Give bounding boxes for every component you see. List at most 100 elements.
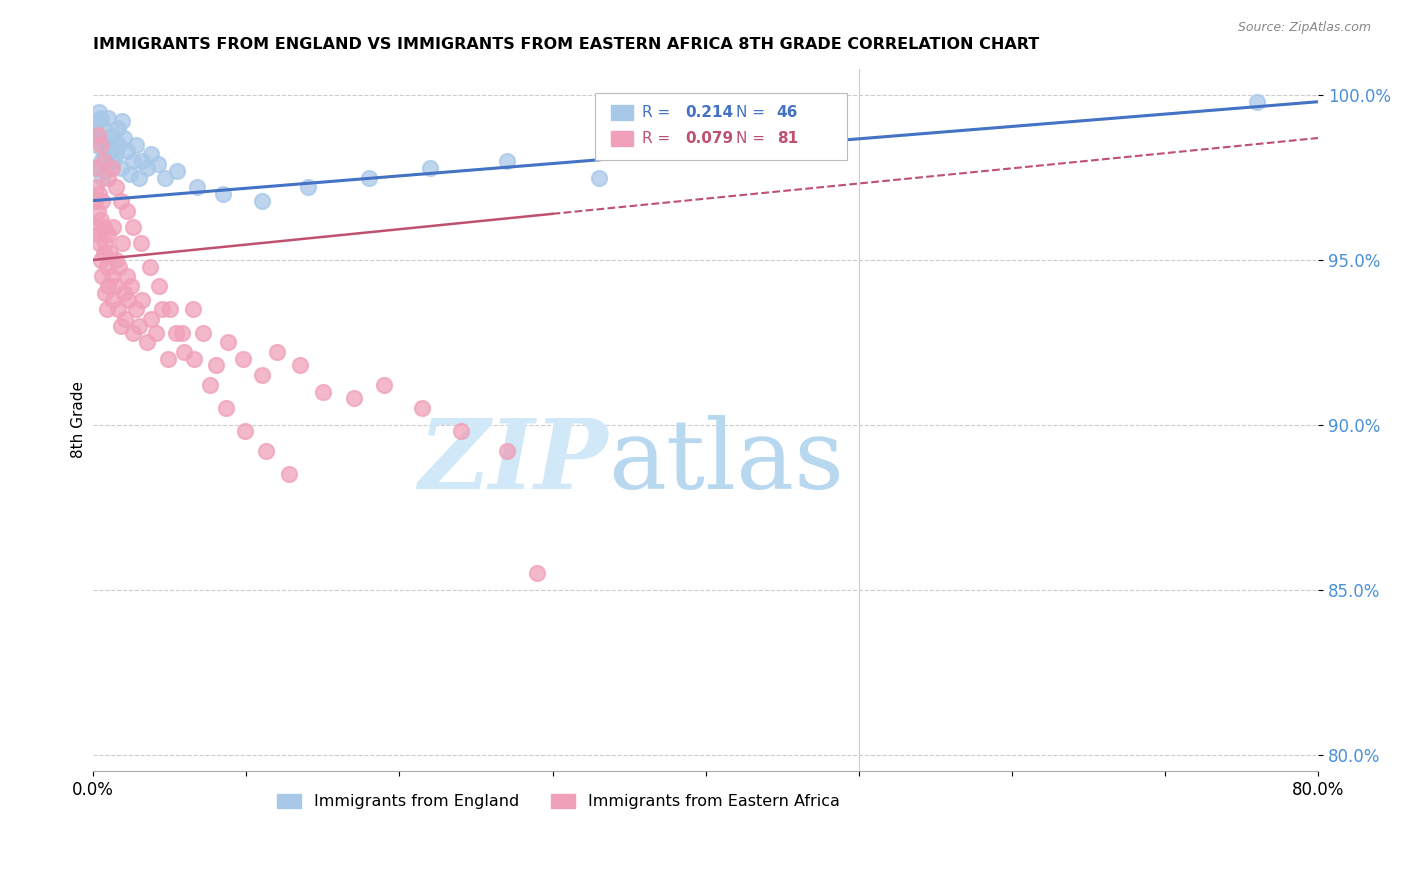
Point: [91, 194, 114, 208]
Point: [186, 180, 208, 194]
Point: [495, 154, 517, 169]
Text: N =: N =: [737, 131, 770, 145]
Point: [157, 351, 180, 366]
Point: [526, 566, 548, 581]
Point: [128, 318, 150, 333]
Point: [145, 326, 167, 340]
Text: R =: R =: [643, 104, 675, 120]
Legend: Immigrants from England, Immigrants from Eastern Africa: Immigrants from England, Immigrants from…: [271, 788, 846, 815]
Point: [101, 219, 124, 234]
Point: [135, 161, 157, 175]
Point: [101, 154, 124, 169]
Point: [411, 401, 433, 416]
Text: ZIP: ZIP: [418, 415, 607, 509]
Point: [141, 312, 163, 326]
Text: IMMIGRANTS FROM ENGLAND VS IMMIGRANTS FROM EASTERN AFRICA 8TH GRADE CORRELATION : IMMIGRANTS FROM ENGLAND VS IMMIGRANTS FR…: [93, 37, 1039, 53]
Text: N =: N =: [737, 104, 770, 120]
Point: [89, 161, 111, 175]
Point: [115, 144, 138, 158]
Point: [115, 269, 138, 284]
Point: [110, 161, 132, 175]
Point: [141, 147, 163, 161]
Point: [254, 444, 277, 458]
Point: [93, 219, 115, 234]
Point: [104, 279, 127, 293]
Point: [122, 154, 145, 169]
Point: [193, 326, 215, 340]
Point: [108, 137, 131, 152]
Point: [96, 137, 118, 152]
Point: [84, 180, 107, 194]
Point: [105, 252, 128, 267]
Point: [97, 279, 120, 293]
Point: [150, 302, 173, 317]
Point: [250, 368, 273, 383]
Point: [97, 157, 120, 171]
Text: 81: 81: [776, 131, 799, 145]
Text: Source: ZipAtlas.com: Source: ZipAtlas.com: [1237, 21, 1371, 34]
Text: 46: 46: [776, 104, 799, 120]
Point: [114, 312, 136, 326]
Point: [129, 236, 152, 251]
Point: [90, 112, 112, 126]
Point: [90, 213, 112, 227]
Bar: [612, 104, 634, 120]
Point: [93, 246, 115, 260]
Point: [112, 285, 135, 300]
Point: [112, 131, 135, 145]
Point: [93, 147, 115, 161]
Text: 0.079: 0.079: [685, 131, 733, 145]
Point: [232, 351, 254, 366]
Point: [204, 359, 226, 373]
Point: [288, 359, 311, 373]
Point: [96, 302, 118, 317]
Point: [90, 252, 112, 267]
Point: [419, 161, 441, 175]
Point: [312, 384, 335, 399]
Point: [87, 227, 110, 241]
Point: [94, 285, 117, 300]
Point: [131, 154, 153, 169]
Point: [105, 147, 128, 161]
Point: [212, 187, 235, 202]
Point: [91, 269, 114, 284]
Point: [83, 194, 105, 208]
Point: [181, 302, 204, 317]
Point: [110, 194, 132, 208]
Point: [250, 194, 273, 208]
Point: [84, 137, 107, 152]
Point: [373, 378, 395, 392]
Point: [87, 128, 110, 142]
Point: [104, 134, 127, 148]
Text: R =: R =: [643, 131, 675, 145]
Point: [278, 467, 301, 482]
Point: [90, 137, 112, 152]
Point: [125, 137, 148, 152]
Point: [297, 180, 319, 194]
Bar: [612, 130, 634, 146]
Point: [101, 293, 124, 307]
Point: [166, 164, 188, 178]
Point: [111, 236, 134, 251]
Point: [94, 164, 117, 178]
Point: [173, 345, 195, 359]
Point: [342, 392, 364, 406]
Point: [183, 351, 205, 366]
Point: [148, 279, 170, 293]
Point: [97, 227, 120, 241]
Point: [117, 293, 139, 307]
Point: [450, 425, 472, 439]
Point: [135, 335, 157, 350]
Point: [217, 335, 239, 350]
Point: [111, 114, 134, 128]
Point: [128, 170, 150, 185]
Point: [89, 187, 111, 202]
Y-axis label: 8th Grade: 8th Grade: [72, 382, 86, 458]
Point: [233, 425, 256, 439]
Point: [90, 154, 112, 169]
Point: [93, 154, 115, 169]
Point: [139, 260, 162, 274]
Point: [121, 279, 143, 293]
Point: [91, 131, 114, 145]
Point: [170, 326, 193, 340]
